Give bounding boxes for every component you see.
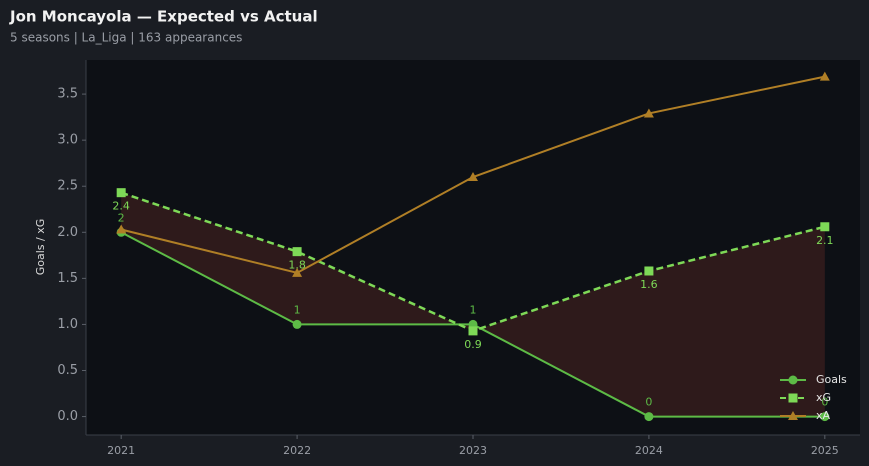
legend-marker	[788, 375, 798, 385]
value-label: 2.1	[816, 234, 834, 247]
value-label: 1	[294, 303, 301, 316]
point	[292, 319, 302, 329]
x-tick-label: 2021	[107, 444, 135, 457]
point	[116, 224, 127, 234]
value-label: 1	[470, 303, 477, 316]
y-tick-label: 1.5	[57, 271, 78, 286]
y-tick-label: 2.5	[57, 179, 78, 194]
point	[820, 222, 830, 232]
value-label: 0.9	[464, 338, 482, 351]
legend-label: Goals	[816, 373, 847, 386]
point	[468, 172, 478, 182]
y-axis-label: Goals / xG	[34, 219, 47, 276]
legend-marker	[788, 393, 798, 403]
chart-subtitle: 5 seasons | La_Liga | 163 appearances	[10, 31, 242, 45]
x-tick-label: 2025	[811, 444, 839, 457]
y-tick-label: 0.5	[57, 363, 78, 378]
y-tick-label: 0.0	[57, 409, 78, 424]
point	[644, 412, 654, 422]
point	[643, 108, 654, 118]
chart-title: Jon Moncayola — Expected vs Actual	[9, 8, 318, 26]
point	[819, 71, 830, 81]
x-tick-label: 2024	[635, 444, 663, 457]
value-label: 2	[118, 211, 125, 224]
value-label: 0	[821, 396, 828, 409]
point	[116, 188, 126, 198]
y-tick-label: 3.5	[57, 87, 78, 102]
value-label: 1.8	[288, 259, 306, 272]
point	[292, 267, 303, 277]
point	[292, 247, 302, 257]
y-tick-label: 3.0	[57, 133, 78, 148]
value-label: 1.6	[640, 278, 658, 291]
legend-label: xA	[816, 409, 831, 422]
y-tick-label: 2.0	[57, 225, 78, 240]
y-tick-label: 1.0	[57, 317, 78, 332]
x-tick-label: 2023	[459, 444, 487, 457]
x-tick-label: 2022	[283, 444, 311, 457]
point	[820, 412, 830, 422]
legend-label: xG	[816, 391, 831, 404]
gap-fill	[121, 192, 825, 417]
value-label: 0	[645, 396, 652, 409]
value-label: 2.4	[112, 200, 130, 213]
point	[468, 326, 478, 336]
point	[644, 266, 654, 276]
legend-marker	[788, 411, 798, 420]
